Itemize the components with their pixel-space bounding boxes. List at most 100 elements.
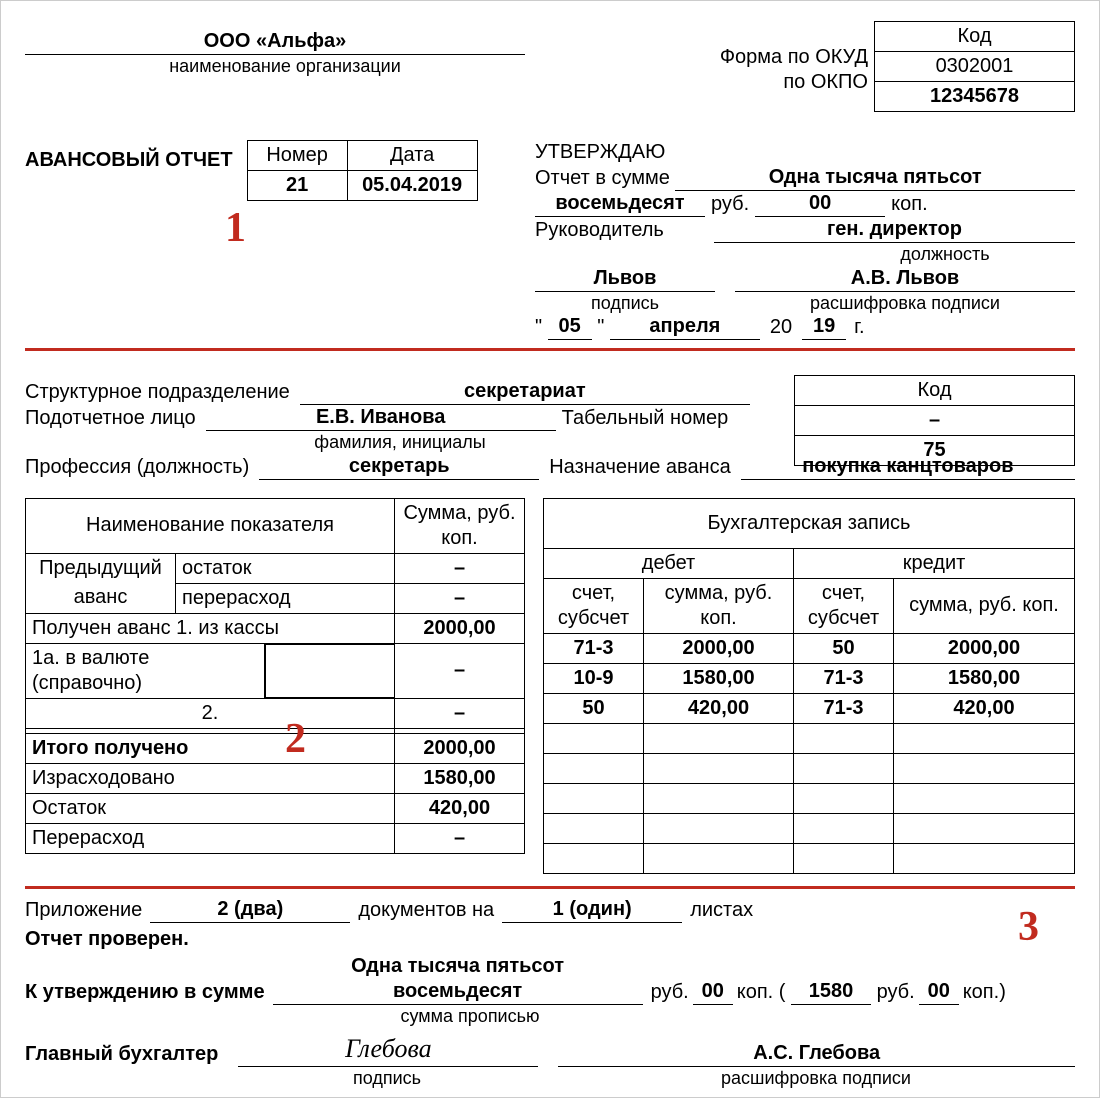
okud-value: 0302001 [875,52,1075,82]
accounting-cell [644,843,794,873]
name-sub: расшифровка подписи [735,292,1075,315]
accounting-cell: 2000,00 [644,633,794,663]
indicator-table: Наименование показателя Сумма, руб. коп.… [25,498,525,854]
accounting-cell: 71-3 [794,693,894,723]
date-value: 05.04.2019 [347,171,477,201]
date-label: Дата [347,141,477,171]
rt-credit: кредит [794,548,1075,578]
lt-r2v: – [395,583,525,613]
accounting-cell [544,753,644,783]
person-value: Е.В. Иванова [206,405,556,431]
sign-sub: подпись [535,292,715,315]
lt-r7v: 2000,00 [395,733,525,763]
mark-1: 1 [225,202,246,255]
lt-r7: Итого получено [26,733,395,763]
mark-2: 2 [285,713,306,766]
lt-r4: 1а. в валюте (справочно) [26,644,264,698]
accounting-cell [544,723,644,753]
expense-report-form: ООО «Альфа» наименование организации Фор… [0,0,1100,1098]
paren-kop: 00 [919,979,959,1005]
lt-r9: Остаток [26,793,395,823]
accounting-cell [544,813,644,843]
rt-title: Бухгалтерская запись [544,498,1075,548]
number-label: Номер [247,141,347,171]
lt-r8v: 1580,00 [395,763,525,793]
appr-label: К утверждению в сумме [25,958,265,1005]
position-sub: должность [815,243,1075,266]
accounting-cell [894,783,1075,813]
lt-r2b: перерасход [176,583,395,613]
lt-r3: Получен аванс 1. из кассы [26,613,395,643]
acc-name-sub: расшифровка подписи [557,1067,1075,1090]
attach-count: 2 (два) [150,897,350,923]
accounting-cell: 71-3 [544,633,644,663]
okpo-value: 12345678 [875,82,1075,112]
approve-month: апреля [610,314,760,340]
person-label: Подотчетное лицо [25,406,196,431]
org-sub: наименование организации [25,55,545,78]
sheets-label: листах [690,898,753,923]
acc-sign: Глебова [238,1033,538,1067]
rt-ds-h: сумма, руб. коп. [644,578,794,633]
accounting-cell [894,753,1075,783]
accounting-cell [894,843,1075,873]
accounting-cell [644,813,794,843]
prof-label: Профессия (должность) [25,455,249,480]
okud-label: Форма по ОКУД [720,45,868,70]
kod-label: Код [875,22,1075,52]
accounting-cell [644,783,794,813]
dept-label: Структурное подразделение [25,380,290,405]
code-table: Код 0302001 12345678 [874,21,1075,112]
sheets: 1 (один) [502,897,682,923]
accounting-cell: 420,00 [894,693,1075,723]
report-title: АВАНСОВЫЙ ОТЧЕТ [25,140,233,173]
sum-words2: восемьдесят [273,979,643,1005]
purpose-label: Назначение аванса [549,455,731,480]
approve-sum-words2: восемьдесят [535,191,705,217]
accounting-cell: 2000,00 [894,633,1075,663]
approve-name: А.В. Львов [735,266,1075,292]
lt-h2: Сумма, руб. коп. [395,498,525,553]
lt-r1v: – [395,553,525,583]
yy-prefix: 20 [760,315,802,340]
person-kod-label: Код [795,376,1075,406]
dept-value: секретариат [300,379,750,405]
rub-label: руб. [705,192,755,217]
rt-cs-h: сумма, руб. коп. [894,578,1075,633]
person-tab: 75 [795,436,1075,466]
accounting-cell [644,753,794,783]
lt-r8: Израсходовано [26,763,395,793]
lt-r1a: Предыдущий [26,553,176,583]
accounting-cell: 50 [794,633,894,663]
number-date-table: Номер Дата 21 05.04.2019 [247,140,478,201]
head-position: ген. директор [714,217,1075,243]
accounting-cell: 1580,00 [894,663,1075,693]
accounting-cell [794,843,894,873]
approve-sum-words1: Одна тысяча пятьсот [675,165,1075,191]
okpo-label: по ОКПО [720,70,868,95]
person-sub: фамилия, инициалы [225,431,575,454]
accounting-table: Бухгалтерская запись дебет кредит счет, … [543,498,1075,874]
rt-da-h: счет, субсчет [544,578,644,633]
acc-label: Главный бухгалтер [25,1042,218,1067]
checked: Отчет проверен. [25,927,1075,952]
accounting-cell: 1580,00 [644,663,794,693]
f-rub: руб. [651,980,689,1005]
approve-day: 05 [548,314,592,340]
approve-yy: 19 [802,314,846,340]
person-kod: – [795,406,1075,436]
lt-r4v: – [395,643,525,698]
f-kop-label: коп. [737,980,773,1005]
paren-rub: 1580 [791,979,871,1005]
org-name: ООО «Альфа» [25,29,525,55]
lt-r5v: – [395,698,525,728]
lt-r3v: 2000,00 [395,613,525,643]
approve-title: УТВЕРЖДАЮ [535,140,1075,165]
accounting-cell [644,723,794,753]
lt-r10: Перерасход [26,823,395,853]
lt-r10v: – [395,823,525,853]
lt-r9v: 420,00 [395,793,525,823]
rt-ca-h: счет, субсчет [794,578,894,633]
accounting-cell [894,723,1075,753]
sum-sub: сумма прописью [285,1005,655,1028]
